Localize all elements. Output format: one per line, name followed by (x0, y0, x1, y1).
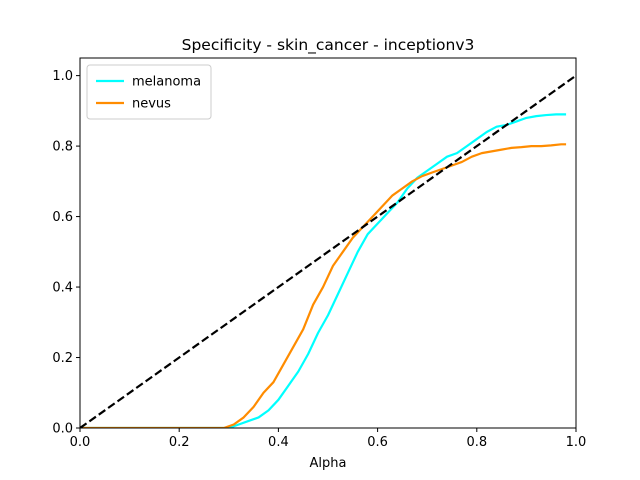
y-tick-label: 0.4 (52, 281, 73, 296)
legend-label-melanoma: melanoma (132, 75, 201, 90)
series-line-nevus (80, 143, 567, 428)
x-tick-label: 0.4 (268, 435, 289, 450)
legend-box (86, 64, 212, 120)
y-tick-label: 0.2 (52, 351, 73, 366)
y-tick-label: 0.8 (52, 140, 73, 155)
y-tick-label: 0.6 (52, 210, 73, 225)
axes-frame (79, 57, 577, 429)
diagonal-reference-line (80, 74, 576, 428)
y-tick-label: 1.0 (52, 69, 73, 84)
x-axis-label: Alpha (310, 456, 347, 471)
legend-label-nevus: nevus (132, 97, 171, 112)
tick-group: 0.0 0.2 0.4 0.6 0.8 1.0 0.0 0.2 0.4 0.6 0.8 1.0 (52, 69, 586, 450)
chart-title: Specificity - skin_cancer - inceptionv3 (182, 36, 475, 55)
legend: melanoma nevus (86, 64, 212, 120)
y-tick-label: 0.0 (52, 422, 73, 437)
x-tick-label: 0.0 (70, 435, 91, 450)
x-tick-label: 0.2 (169, 435, 190, 450)
x-tick-label: 1.0 (566, 435, 587, 450)
plot-area (80, 74, 576, 428)
x-tick-label: 0.8 (466, 435, 487, 450)
x-tick-label: 0.6 (367, 435, 388, 450)
